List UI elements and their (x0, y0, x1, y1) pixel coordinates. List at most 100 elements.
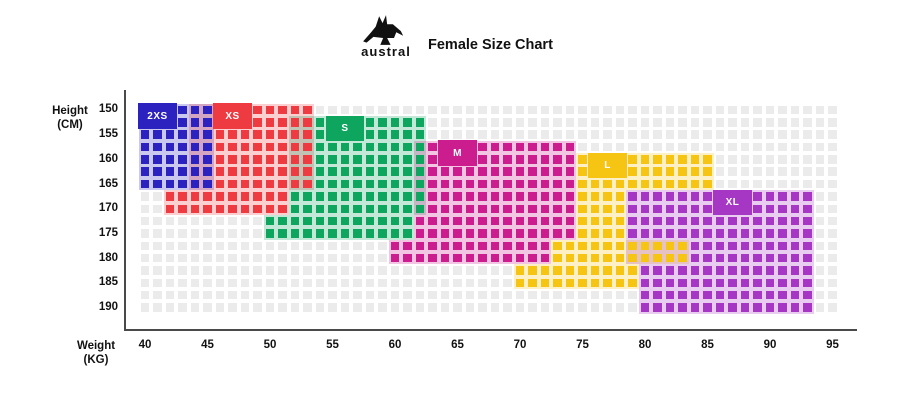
grid-cell-s (328, 142, 337, 152)
grid-cell-empty (603, 118, 612, 127)
grid-cell-empty (465, 105, 475, 115)
grid-cell-m (465, 241, 475, 251)
grid-cell-empty (540, 290, 550, 300)
grid-cell-s (315, 155, 325, 164)
grid-cell-empty (765, 118, 775, 127)
grid-cell-empty (765, 179, 775, 189)
grid-cell-2xs (178, 167, 187, 176)
grid-cell-empty (240, 290, 250, 300)
grid-cell-empty (640, 105, 650, 115)
grid-cell-l (678, 155, 687, 164)
grid-cell-empty (340, 241, 350, 251)
grid-cell-xl (790, 278, 800, 288)
grid-cell-empty (728, 118, 737, 127)
grid-cell-empty (653, 142, 662, 152)
grid-cell-m (540, 167, 550, 176)
grid-cell-empty (278, 253, 287, 263)
grid-cell-empty (615, 303, 625, 312)
grid-cell-empty (715, 105, 725, 115)
grid-cell-empty (490, 130, 500, 139)
grid-cell-empty (815, 130, 825, 139)
grid-cell-m (528, 253, 537, 263)
grid-cell-xs (278, 179, 287, 189)
grid-cell-m (490, 179, 500, 189)
grid-cell-empty (203, 241, 212, 251)
grid-cell-xl (715, 216, 725, 226)
grid-cell-l (690, 155, 700, 164)
grid-cell-empty (153, 241, 162, 251)
grid-cell-s (390, 179, 400, 189)
grid-cell-s (315, 204, 325, 214)
grid-cell-s (290, 229, 300, 238)
x-tick-label: 85 (701, 339, 714, 351)
grid-cell-empty (790, 155, 800, 164)
grid-cell-l (615, 179, 625, 189)
y-tick-label: 185 (98, 276, 118, 289)
grid-cell-xl (640, 303, 650, 312)
grid-cell-empty (628, 290, 637, 300)
grid-cell-m (465, 167, 475, 176)
size-badge-s: S (325, 115, 365, 142)
grid-cell-xl (740, 303, 750, 312)
grid-cell-empty (178, 253, 187, 263)
grid-cell-empty (403, 303, 412, 312)
grid-cell-empty (553, 303, 562, 312)
grid-cell-empty (315, 303, 325, 312)
grid-cell-empty (465, 290, 475, 300)
grid-cell-empty (203, 290, 212, 300)
grid-cell-xs (253, 105, 262, 115)
grid-cell-empty (165, 266, 175, 275)
grid-cell-empty (465, 278, 475, 288)
grid-cell-empty (790, 142, 800, 152)
grid-cell-empty (615, 290, 625, 300)
grid-cell-xs (278, 155, 287, 164)
grid-cell-l (553, 266, 562, 275)
grid-cell-l (678, 179, 687, 189)
grid-cell-m (465, 192, 475, 201)
grid-cell-m (503, 192, 512, 201)
grid-cell-empty (253, 216, 262, 226)
grid-cell-empty (815, 216, 825, 226)
grid-cell-empty (703, 118, 712, 127)
grid-cell-l (640, 167, 650, 176)
grid-cell-empty (315, 253, 325, 263)
grid-cell-xl (753, 241, 762, 251)
grid-cell-2xs (190, 118, 200, 127)
grid-cell-empty (753, 118, 762, 127)
grid-cell-xl (790, 253, 800, 263)
grid-cell-empty (378, 303, 387, 312)
grid-cell-empty (815, 142, 825, 152)
grid-cell-empty (590, 105, 600, 115)
grid-cell-m (465, 229, 475, 238)
grid-cell-m (553, 179, 562, 189)
grid-cell-empty (440, 278, 450, 288)
grid-cell-s (328, 204, 337, 214)
grid-cell-xl (790, 266, 800, 275)
grid-cell-s (315, 216, 325, 226)
grid-cell-empty (190, 241, 200, 251)
grid-cell-m (490, 241, 500, 251)
grid-cell-l (578, 278, 587, 288)
grid-cell-m (503, 229, 512, 238)
grid-cell-empty (240, 266, 250, 275)
grid-cell-empty (715, 142, 725, 152)
grid-cell-empty (503, 303, 512, 312)
grid-cell-empty (165, 278, 175, 288)
page-title: Female Size Chart (428, 37, 553, 53)
grid-cell-empty (265, 290, 275, 300)
grid-cell-s (390, 130, 400, 139)
grid-cell-xs (290, 142, 300, 152)
grid-cell-xs (265, 105, 275, 115)
grid-cell-l (590, 229, 600, 238)
grid-cell-m (490, 167, 500, 176)
grid-cell-xl (653, 266, 662, 275)
grid-cell-l (628, 266, 637, 275)
grid-cell-s (403, 229, 412, 238)
x-tick-label: 65 (451, 339, 464, 351)
grid-cell-xl (790, 216, 800, 226)
x-tick-label: 90 (763, 339, 777, 351)
grid-cell-s (415, 204, 425, 214)
grid-cell-s (290, 204, 300, 214)
grid-cell-empty (140, 216, 150, 226)
grid-cell-l (528, 266, 537, 275)
